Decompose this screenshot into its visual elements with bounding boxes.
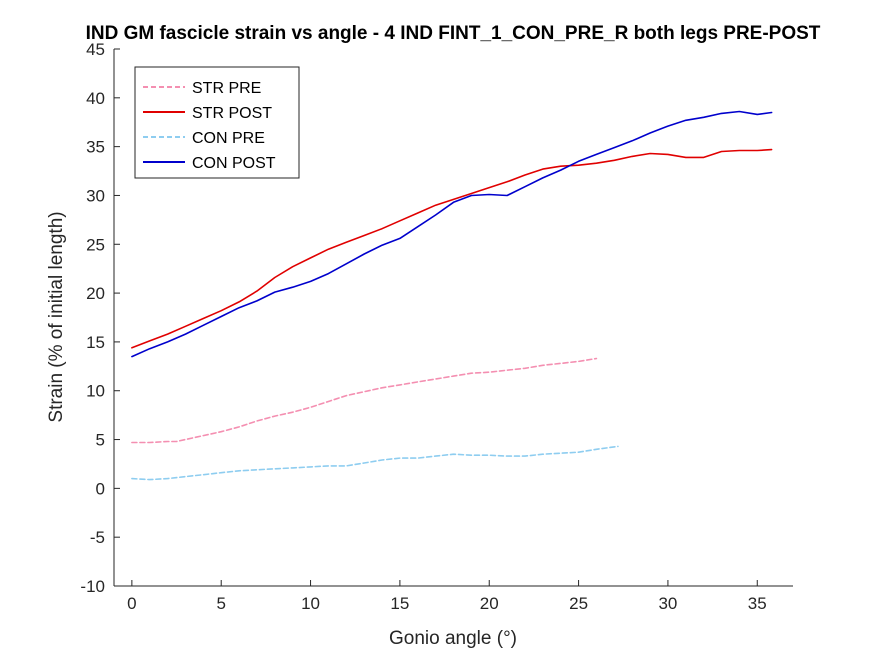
legend-label: CON PRE [192,130,265,147]
series-line-con-post [131,110,773,358]
y-tick-label: 0 [96,479,105,498]
y-tick-label: 20 [86,284,105,303]
x-tick-label: 20 [480,594,499,613]
chart-title: IND GM fascicle strain vs angle - 4 IND … [86,23,821,44]
legend-label: STR POST [192,105,272,122]
series-lines [131,110,773,481]
legend-label: STR PRE [192,80,261,97]
x-tick-label: 15 [390,594,409,613]
x-tick-label: 30 [658,594,677,613]
y-tick-label: 10 [86,382,105,401]
x-tick-label: 0 [127,594,136,613]
y-axis-title: Strain (% of initial length) [46,211,67,422]
series-line-con-pre [131,445,619,481]
series-line-str-post [131,148,773,349]
y-tick-label: -5 [90,528,105,547]
y-tick-label: 35 [86,138,105,157]
legend: STR PRE STR POST CON PRE CON POST [134,66,300,179]
x-tick-label: 5 [216,594,225,613]
legend-box [134,66,300,179]
x-axis-title: Gonio angle (°) [389,628,517,649]
y-tick-label: 45 [86,40,105,59]
series-line-str-pre [131,357,598,444]
y-tick-label: 30 [86,186,105,205]
axes: 0 5 10 15 20 25 30 35 -10 -5 0 5 10 15 20 25 30 35 40 45 [80,40,793,613]
legend-label: CON POST [192,155,276,172]
y-tick-label: 15 [86,333,105,352]
x-tick-label: 10 [301,594,320,613]
y-tick-label: -10 [80,577,105,596]
y-tick-label: 40 [86,89,105,108]
y-tick-label: 25 [86,235,105,254]
x-tick-label: 35 [748,594,767,613]
x-tick-label: 25 [569,594,588,613]
y-tick-label: 5 [96,431,105,450]
